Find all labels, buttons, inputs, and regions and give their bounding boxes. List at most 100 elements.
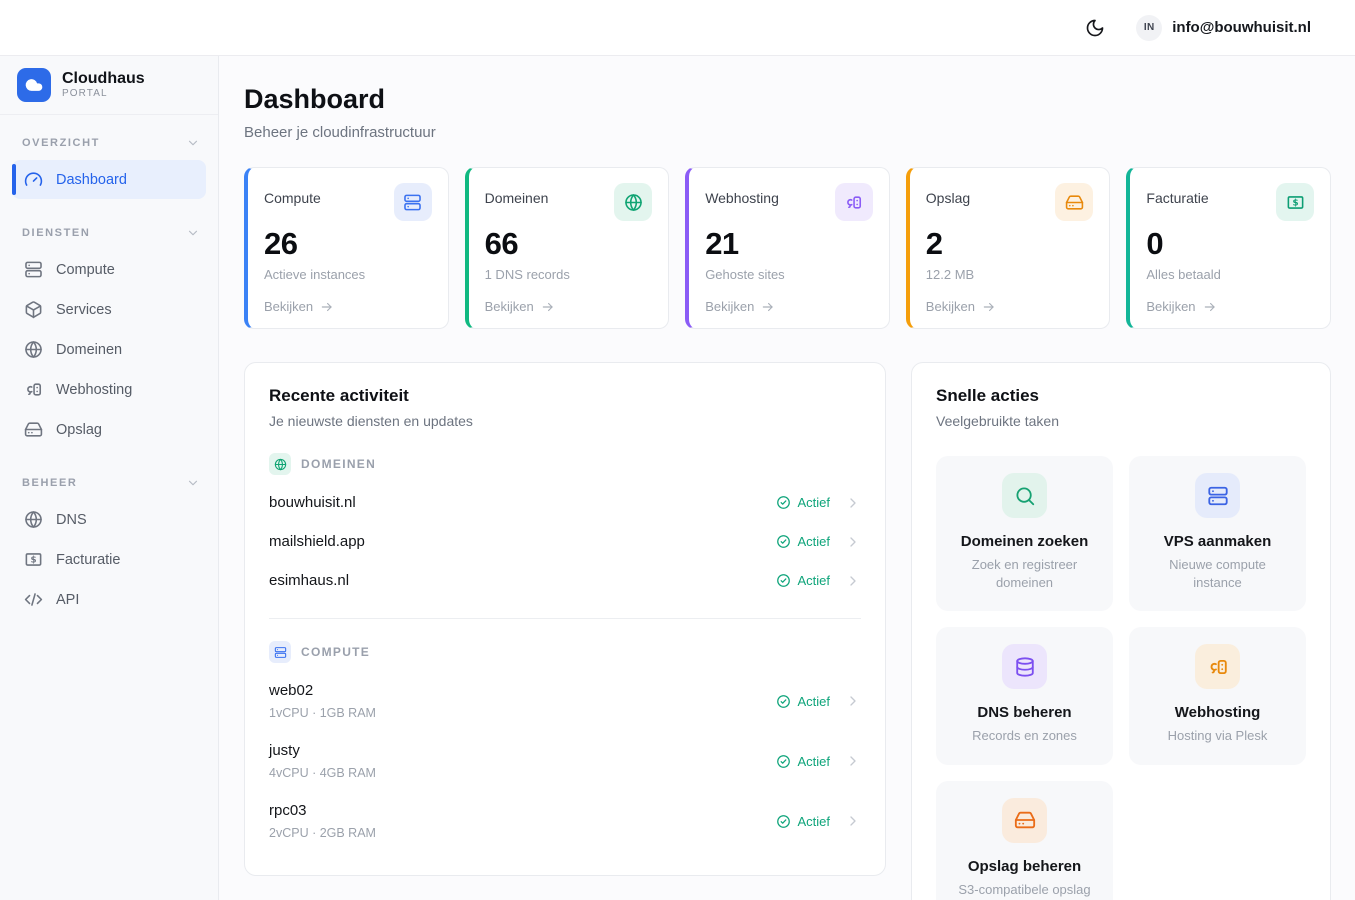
sidebar-item-label: Webhosting bbox=[56, 381, 133, 398]
avatar: IN bbox=[1136, 14, 1163, 41]
arrow-right-icon bbox=[982, 300, 996, 314]
check-circle-icon bbox=[776, 814, 791, 829]
stat-view-link[interactable]: Bekijken bbox=[485, 299, 653, 314]
quick-action-subtitle: Records en zones bbox=[972, 728, 1077, 744]
moon-icon bbox=[1085, 18, 1105, 38]
activity-group: DOMEINEN bouwhuisit.nl bbox=[269, 453, 861, 600]
stat-view-link[interactable]: Bekijken bbox=[1146, 299, 1314, 314]
nav-section-label: DIENSTEN bbox=[22, 227, 91, 239]
stat-label: Webhosting bbox=[705, 190, 779, 206]
stat-icon-badge bbox=[1055, 183, 1094, 221]
check-circle-icon bbox=[776, 495, 791, 510]
main-content: Dashboard Beheer je cloudinfrastructuur … bbox=[219, 56, 1355, 900]
activity-item-name: rpc03 bbox=[269, 802, 307, 819]
stat-card: Facturatie $ 0 Alles betaald Bekijken bbox=[1126, 167, 1331, 329]
plesk-icon bbox=[1207, 656, 1229, 678]
status-label: Actief bbox=[797, 534, 830, 549]
stat-sublabel: Actieve instances bbox=[264, 267, 366, 282]
activity-row[interactable]: mailshield.app Actief bbox=[269, 522, 861, 561]
theme-toggle-button[interactable] bbox=[1078, 11, 1112, 45]
nav-section-header[interactable]: OVERZICHT bbox=[12, 129, 206, 159]
chevron-right-icon bbox=[845, 753, 861, 769]
page-subtitle: Beheer je cloudinfrastructuur bbox=[244, 124, 436, 141]
activity-row[interactable]: esimhaus.nl Actief bbox=[269, 561, 861, 600]
sidebar-item[interactable]: Compute bbox=[12, 250, 206, 289]
server-icon bbox=[24, 260, 43, 279]
quick-action-subtitle: Nieuwe compute instance bbox=[1169, 557, 1266, 590]
activity-group-header: DOMEINEN bbox=[269, 453, 861, 475]
quick-actions-subtitle: Veelgebruikte taken bbox=[936, 413, 1059, 429]
quick-actions-grid: Domeinen zoeken Zoek en registreer domei… bbox=[936, 456, 1306, 900]
topbar: IN info@bouwhuisit.nl bbox=[0, 0, 1355, 56]
stat-view-link[interactable]: Bekijken bbox=[264, 299, 432, 314]
check-circle-icon bbox=[776, 573, 791, 588]
sidebar-item[interactable]: $ Facturatie bbox=[12, 540, 206, 579]
activity-row[interactable]: justy 4vCPU · 4GB RAM Actief bbox=[269, 731, 861, 791]
stat-sublabel: Alles betaald bbox=[1146, 267, 1221, 282]
quick-action-subtitle: S3-compatibele opslag bbox=[958, 881, 1091, 897]
hard-drive-icon bbox=[1065, 193, 1084, 212]
nav-section-header[interactable]: BEHEER bbox=[12, 469, 206, 499]
svg-text:$: $ bbox=[1292, 198, 1298, 208]
page-title: Dashboard bbox=[244, 84, 386, 114]
activity-group-header: COMPUTE bbox=[269, 641, 861, 663]
package-icon bbox=[24, 300, 43, 319]
activity-item-name: esimhaus.nl bbox=[269, 572, 350, 589]
stat-view-link[interactable]: Bekijken bbox=[926, 299, 1094, 314]
chevron-right-icon bbox=[845, 573, 861, 589]
stat-cards: Compute 26 Actieve instances Bekijken Do… bbox=[244, 167, 1331, 329]
stat-value: 26 bbox=[264, 226, 298, 261]
status-label: Actief bbox=[797, 573, 830, 588]
sidebar-item[interactable]: Services bbox=[12, 290, 206, 329]
chevron-right-icon bbox=[845, 693, 861, 709]
user-menu[interactable]: IN info@bouwhuisit.nl bbox=[1136, 14, 1311, 41]
status-badge: Actief bbox=[776, 694, 830, 709]
brand-logo bbox=[17, 68, 51, 102]
check-circle-icon bbox=[776, 694, 791, 709]
nav-section-items: DNS $ Facturatie API bbox=[12, 500, 206, 619]
sidebar-item-label: Compute bbox=[56, 261, 115, 278]
stat-view-link[interactable]: Bekijken bbox=[705, 299, 873, 314]
stat-view-link-label: Bekijken bbox=[1146, 299, 1196, 314]
activity-item-name: bouwhuisit.nl bbox=[269, 494, 356, 511]
nav-section-header[interactable]: DIENSTEN bbox=[12, 219, 206, 249]
quick-action-title: Domeinen zoeken bbox=[960, 533, 1089, 550]
arrow-right-icon bbox=[1203, 300, 1217, 314]
activity-row[interactable]: bouwhuisit.nl Actief bbox=[269, 483, 861, 522]
stat-icon-badge bbox=[393, 183, 432, 221]
quick-action-tile[interactable]: Domeinen zoeken Zoek en registreer domei… bbox=[936, 456, 1113, 612]
quick-action-tile[interactable]: VPS aanmaken Nieuwe compute instance bbox=[1129, 456, 1306, 612]
sidebar-item[interactable]: DNS bbox=[12, 500, 206, 539]
stat-icon-badge bbox=[834, 183, 873, 221]
stat-card: Domeinen 66 1 DNS records Bekijken bbox=[464, 167, 670, 329]
nav-section-items: Compute Services Domeinen Webhosting bbox=[12, 250, 206, 449]
quick-actions-panel: Snelle acties Veelgebruikte taken Domein… bbox=[911, 362, 1331, 900]
sidebar-item[interactable]: Webhosting bbox=[12, 370, 206, 409]
chevron-right-icon bbox=[845, 534, 861, 550]
activity-group-label: COMPUTE bbox=[301, 645, 371, 659]
sidebar-item[interactable]: Opslag bbox=[12, 410, 206, 449]
quick-action-tile[interactable]: Opslag beheren S3-compatibele opslag bbox=[936, 780, 1113, 900]
banknote-icon: $ bbox=[1286, 193, 1305, 212]
stat-card: Compute 26 Actieve instances Bekijken bbox=[244, 167, 449, 329]
recent-activity-panel: Recente activiteit Je nieuwste diensten … bbox=[244, 362, 886, 876]
nav-section-items: Dashboard bbox=[12, 160, 206, 199]
activity-row[interactable]: rpc03 2vCPU · 2GB RAM Actief bbox=[269, 791, 861, 851]
stat-label: Compute bbox=[264, 190, 321, 206]
stat-card: Webhosting 21 Gehoste sites Bekijken bbox=[685, 167, 890, 329]
quick-action-tile[interactable]: DNS beheren Records en zones bbox=[936, 627, 1113, 765]
quick-action-subtitle: Hosting via Plesk bbox=[1167, 728, 1268, 744]
sidebar-item[interactable]: Dashboard bbox=[12, 160, 206, 199]
hard-drive-icon bbox=[24, 420, 43, 439]
quick-action-tile[interactable]: Webhosting Hosting via Plesk bbox=[1129, 627, 1306, 765]
sidebar-item-label: Dashboard bbox=[56, 171, 127, 188]
quick-action-icon-badge bbox=[1195, 644, 1240, 690]
sidebar-item[interactable]: Domeinen bbox=[12, 330, 206, 369]
activity-row[interactable]: web02 1vCPU · 1GB RAM Actief bbox=[269, 671, 861, 731]
activity-rows: bouwhuisit.nl Actief bbox=[269, 483, 861, 600]
activity-subtitle: Je nieuwste diensten en updates bbox=[269, 413, 473, 429]
sidebar-nav: OVERZICHT Dashboard DIENSTEN bbox=[0, 115, 218, 653]
quick-action-icon-badge bbox=[1002, 644, 1047, 690]
check-circle-icon bbox=[776, 754, 791, 769]
sidebar-item[interactable]: API bbox=[12, 580, 206, 619]
